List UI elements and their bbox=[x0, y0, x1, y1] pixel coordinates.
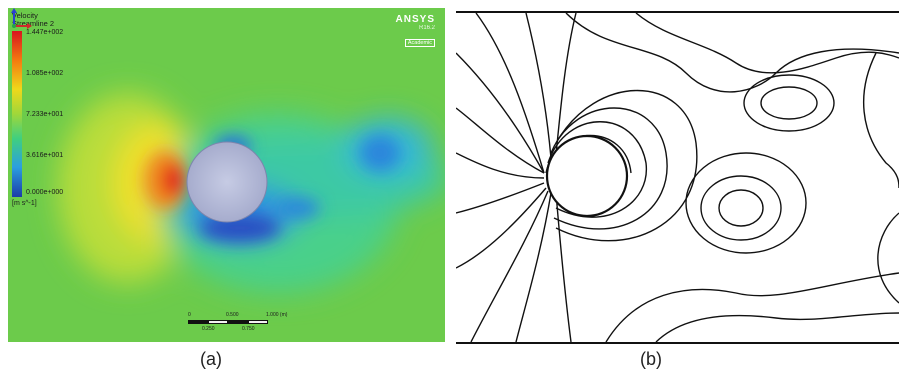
scale-label: 0.500 bbox=[226, 312, 239, 318]
velocity-contour-panel: Velocity Streamline 2 1.447e+002 1.085e+… bbox=[8, 8, 445, 342]
legend-value-min: 0.000e+000 bbox=[26, 189, 64, 196]
axis-triad-icon bbox=[11, 8, 32, 29]
legend-value: 1.085e+002 bbox=[26, 70, 64, 77]
legend-value-max: 1.447e+002 bbox=[26, 29, 64, 36]
scale-label: 0 bbox=[188, 312, 191, 318]
scale-label: 1.000 (m) bbox=[266, 312, 288, 318]
brand-edition: Academic bbox=[404, 39, 435, 47]
color-legend-bar bbox=[12, 31, 22, 197]
cylinder-outline bbox=[545, 134, 629, 218]
legend-title-object: Streamline 2 bbox=[12, 19, 55, 28]
ansys-logo: ANSYS R16.2 Academic bbox=[396, 14, 435, 49]
cylinder-shape bbox=[186, 141, 268, 223]
scale-label: 0.250 bbox=[202, 326, 215, 332]
brand-name: ANSYS bbox=[395, 14, 435, 25]
legend-value: 3.616e+001 bbox=[26, 152, 64, 159]
brand-version: R16.2 bbox=[418, 25, 435, 31]
caption-b: (b) bbox=[640, 349, 662, 369]
legend-value: 7.233e+001 bbox=[26, 111, 64, 118]
scale-bar: 0 0.500 1.000 (m) 0.250 0.750 bbox=[188, 312, 308, 336]
scale-label: 0.750 bbox=[242, 326, 255, 332]
scale-segment bbox=[188, 320, 208, 324]
scale-segment bbox=[248, 320, 268, 324]
legend-unit: [m s^-1] bbox=[12, 200, 37, 207]
caption-a: (a) bbox=[200, 349, 222, 369]
legend-title-variable: Velocity bbox=[12, 11, 38, 20]
scale-segment bbox=[208, 320, 228, 324]
contour-lines-panel bbox=[456, 11, 899, 344]
legend-title: Velocity Streamline 2 bbox=[12, 12, 54, 28]
velocity-field-image bbox=[8, 8, 445, 342]
contour-lines-image bbox=[456, 13, 899, 342]
scale-segment bbox=[228, 320, 248, 324]
